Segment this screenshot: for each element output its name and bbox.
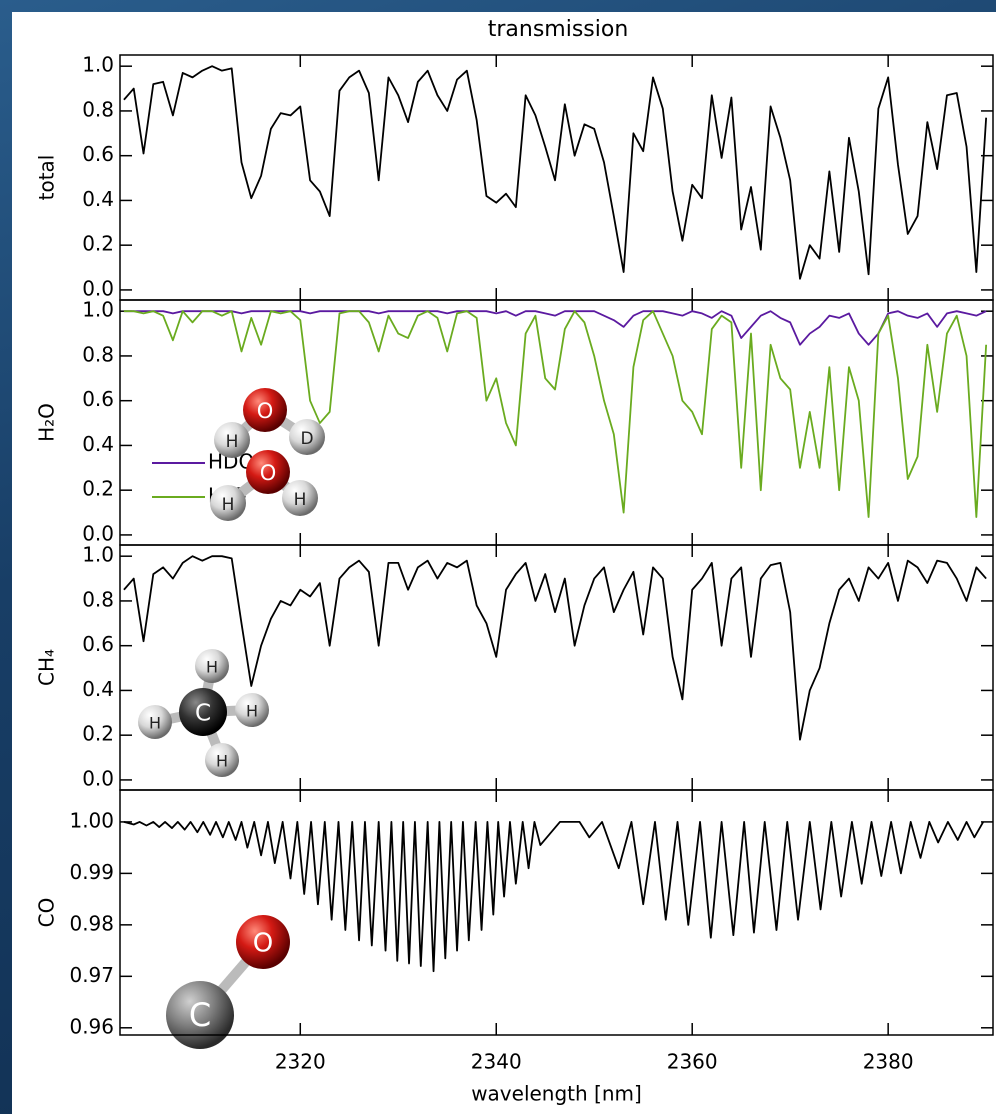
y-tick-label: 0.8 bbox=[82, 97, 114, 121]
y-tick-label: 0.99 bbox=[69, 860, 114, 884]
y-tick-label: 0.6 bbox=[82, 387, 114, 411]
atom-label: H bbox=[294, 490, 307, 510]
y-tick-label: 0.0 bbox=[82, 766, 114, 790]
y-axis-label: CO bbox=[35, 898, 59, 928]
y-tick-label: 0.8 bbox=[82, 587, 114, 611]
atom-label: C bbox=[189, 996, 211, 1034]
x-tick-label: 2360 bbox=[667, 1050, 718, 1074]
atom-label: D bbox=[300, 429, 313, 449]
atom-label: C bbox=[195, 701, 211, 727]
atom bbox=[138, 705, 172, 739]
atom bbox=[243, 388, 287, 432]
y-tick-label: 0.2 bbox=[82, 232, 114, 256]
atom bbox=[195, 649, 229, 683]
atom-label: O bbox=[257, 399, 274, 423]
y-tick-label: 0.98 bbox=[69, 911, 114, 935]
y-tick-label: 0.0 bbox=[82, 521, 114, 545]
atom bbox=[166, 981, 234, 1049]
atom-label: H bbox=[206, 658, 218, 677]
y-axis-label: total bbox=[35, 155, 59, 201]
series-line bbox=[123, 821, 984, 973]
atom bbox=[205, 743, 239, 777]
y-tick-label: 0.97 bbox=[69, 963, 114, 987]
atom-label: O bbox=[260, 461, 277, 485]
y-tick-label: 0.8 bbox=[82, 342, 114, 366]
y-tick-label: 0.6 bbox=[82, 632, 114, 656]
x-axis-label: wavelength [nm] bbox=[471, 1082, 642, 1106]
series-line bbox=[123, 310, 988, 518]
atom bbox=[289, 419, 325, 455]
atom-label: O bbox=[253, 929, 273, 959]
y-axis-label: CH₄ bbox=[35, 649, 59, 686]
atom bbox=[282, 480, 318, 516]
atom-label: H bbox=[149, 714, 161, 733]
y-tick-label: 1.0 bbox=[82, 53, 114, 77]
atom-label: H bbox=[246, 702, 258, 721]
atom bbox=[236, 915, 290, 969]
y-tick-label: 0.4 bbox=[82, 677, 114, 701]
y-tick-label: 0.96 bbox=[69, 1014, 114, 1038]
y-tick-label: 1.0 bbox=[82, 543, 114, 567]
atom bbox=[235, 693, 269, 727]
y-tick-label: 1.00 bbox=[69, 808, 114, 832]
x-tick-label: 2380 bbox=[863, 1050, 914, 1074]
x-tick-label: 2340 bbox=[471, 1050, 522, 1074]
figure-background bbox=[12, 12, 996, 1114]
atom bbox=[214, 422, 250, 458]
x-tick-label: 2320 bbox=[275, 1050, 326, 1074]
y-tick-label: 0.0 bbox=[82, 276, 114, 300]
y-tick-label: 0.6 bbox=[82, 142, 114, 166]
series-line bbox=[123, 65, 988, 280]
series-line bbox=[123, 310, 987, 346]
chart-title: transmission bbox=[488, 17, 629, 42]
y-axis-label: H₂O bbox=[35, 403, 59, 442]
atom-label: H bbox=[222, 495, 235, 515]
y-tick-label: 0.4 bbox=[82, 187, 114, 211]
plot-frame bbox=[119, 789, 994, 1036]
atom-label: H bbox=[216, 752, 228, 771]
y-tick-label: 0.2 bbox=[82, 477, 114, 501]
atom-label: H bbox=[226, 432, 239, 452]
atom bbox=[246, 450, 290, 494]
series-line bbox=[123, 555, 987, 741]
atom bbox=[179, 688, 227, 736]
y-tick-label: 0.2 bbox=[82, 722, 114, 746]
y-tick-label: 0.4 bbox=[82, 432, 114, 456]
atom bbox=[210, 485, 246, 521]
y-tick-label: 1.0 bbox=[82, 298, 114, 322]
